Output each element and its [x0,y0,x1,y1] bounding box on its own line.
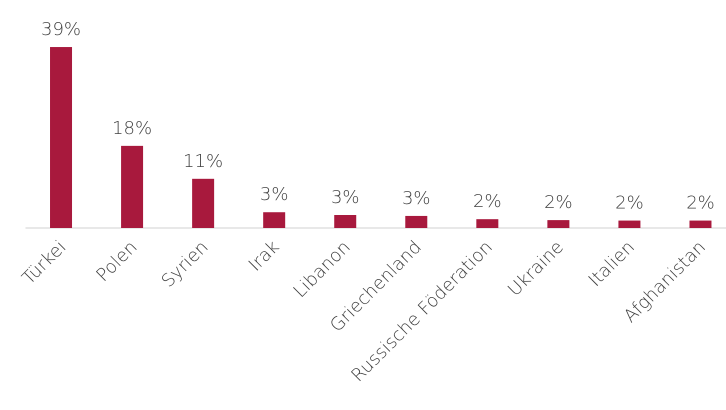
data-label: 3% [402,188,431,209]
x-tick-label: Russische Föderation [347,237,497,387]
x-tick-label: Irak [245,237,284,276]
bar [263,212,286,228]
bar [689,220,712,228]
data-label: 39% [41,19,81,40]
x-tick-label: Türkei [18,237,70,289]
data-label: 11% [183,151,223,172]
data-label: 18% [112,118,152,139]
x-tick-label: Syrien [158,237,213,292]
data-label: 2% [473,191,502,212]
bar [405,215,428,228]
bar [618,220,641,228]
data-label: 2% [615,193,644,214]
bar [50,47,73,228]
x-tick-label: Libanon [289,237,354,302]
data-label: 3% [331,187,360,208]
bar [547,220,570,228]
x-tick-label: Polen [92,237,141,286]
bar [476,219,499,228]
x-tick-label: Italien [585,237,639,291]
data-label: 2% [686,193,715,214]
bar [192,178,215,228]
data-label: 3% [260,184,289,205]
x-tick-label: Ukraine [504,237,568,301]
data-label: 2% [544,192,573,213]
bar [334,215,357,228]
bar [121,145,144,228]
